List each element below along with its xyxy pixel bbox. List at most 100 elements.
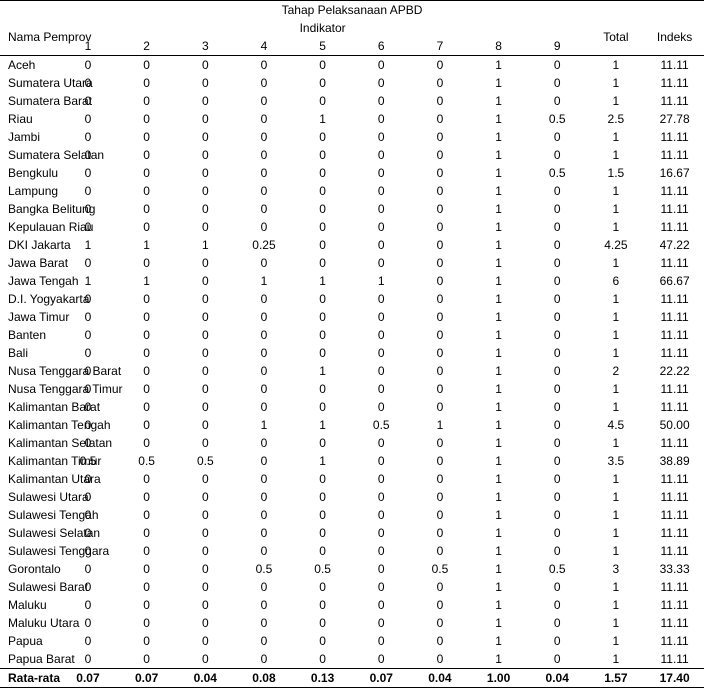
cell-value: 0 [117,290,176,308]
cell-value: 0 [176,524,235,542]
cell-value: 0 [352,470,411,488]
cell-value: 0 [528,578,587,596]
cell-index: 66.67 [645,272,704,290]
cell-total: 1 [587,488,646,506]
indicator-col-6: 6 [352,37,411,56]
row-name: Kalimantan Selatan [0,434,59,452]
cell-total: 1.57 [587,669,646,688]
cell-value: 0.5 [528,164,587,182]
row-name: Sumatera Utara [0,74,59,92]
cell-index: 22.22 [645,362,704,380]
cell-value: 0 [235,632,294,650]
row-name: Aceh [0,56,59,75]
cell-index: 11.11 [645,290,704,308]
summary-row: Rata-rata0.070.070.040.080.130.070.041.0… [0,669,704,688]
cell-value: 0 [235,344,294,362]
cell-value: 0 [411,344,470,362]
cell-value: 0 [293,326,352,344]
cell-value: 0 [352,164,411,182]
table-row: Gorontalo0000.50.500.510.5333.33 [0,560,704,578]
cell-index: 11.11 [645,470,704,488]
cell-value: 0 [235,128,294,146]
cell-value: 1 [117,236,176,254]
cell-value: 1 [469,560,528,578]
table-row: D.I. Yogyakarta000000010111.11 [0,290,704,308]
cell-index: 11.11 [645,128,704,146]
row-name: Maluku [0,596,59,614]
cell-value: 1 [469,110,528,128]
cell-value: 1 [469,632,528,650]
cell-value: 0 [352,56,411,75]
row-name: Jawa Barat [0,254,59,272]
cell-value: 1 [469,344,528,362]
cell-value: 1 [469,308,528,326]
cell-value: 0 [293,632,352,650]
cell-value: 0 [235,614,294,632]
table-row: Bangka Belitung000000010111.11 [0,200,704,218]
cell-index: 11.11 [645,506,704,524]
cell-value: 0 [293,164,352,182]
cell-total: 1.5 [587,164,646,182]
cell-value: 0 [235,74,294,92]
cell-value: 0 [293,524,352,542]
cell-value: 1 [469,74,528,92]
cell-index: 11.11 [645,200,704,218]
cell-value: 0 [528,218,587,236]
cell-total: 1 [587,398,646,416]
cell-value: 1 [469,146,528,164]
row-name: Bangka Belitung [0,200,59,218]
indicator-col-9: 9 [528,37,587,56]
table-row: DKI Jakarta1110.25000104.2547.22 [0,236,704,254]
cell-value: 1 [293,452,352,470]
cell-value: 0 [176,326,235,344]
cell-value: 0 [117,614,176,632]
cell-value: 1 [469,326,528,344]
cell-value: 0 [411,200,470,218]
cell-value: 0 [528,146,587,164]
cell-value: 0.5 [235,560,294,578]
cell-value: 0 [528,488,587,506]
cell-value: 0 [293,596,352,614]
row-name: Rata-rata [0,669,59,688]
indicator-col-5: 5 [293,37,352,56]
cell-value: 0 [176,398,235,416]
cell-value: 0 [528,254,587,272]
cell-index: 11.11 [645,254,704,272]
cell-value: 0 [117,74,176,92]
cell-value: 0.5 [293,560,352,578]
cell-value: 0 [117,524,176,542]
cell-value: 1 [469,380,528,398]
cell-value: 0 [293,56,352,75]
cell-value: 0 [528,308,587,326]
cell-value: 1 [176,236,235,254]
cell-value: 0 [293,398,352,416]
cell-total: 1 [587,470,646,488]
cell-value: 0 [293,308,352,326]
row-name: Bengkulu [0,164,59,182]
cell-value: 0 [293,578,352,596]
cell-value: 0 [293,128,352,146]
cell-value: 0 [528,236,587,254]
cell-total: 4.25 [587,236,646,254]
cell-index: 33.33 [645,560,704,578]
cell-value: 0 [117,200,176,218]
table-row: Sumatera Barat000000010111.11 [0,92,704,110]
cell-total: 1 [587,308,646,326]
cell-value: 1 [469,182,528,200]
cell-value: 0 [528,542,587,560]
cell-value: 0 [176,434,235,452]
index-header: Indeks [645,19,704,56]
cell-value: 0 [117,578,176,596]
cell-value: 0 [411,380,470,398]
table-row: Kalimantan Timur0.50.50.50100103.538.89 [0,452,704,470]
cell-value: 0 [293,290,352,308]
cell-value: 1 [293,110,352,128]
cell-value: 0 [176,254,235,272]
row-name: Gorontalo [0,560,59,578]
cell-value: 0 [528,452,587,470]
name-header: Nama Pemprov [0,19,59,56]
cell-value: 0 [352,92,411,110]
cell-value: 0 [528,182,587,200]
cell-value: 1 [469,362,528,380]
row-name: Kalimantan Barat [0,398,59,416]
